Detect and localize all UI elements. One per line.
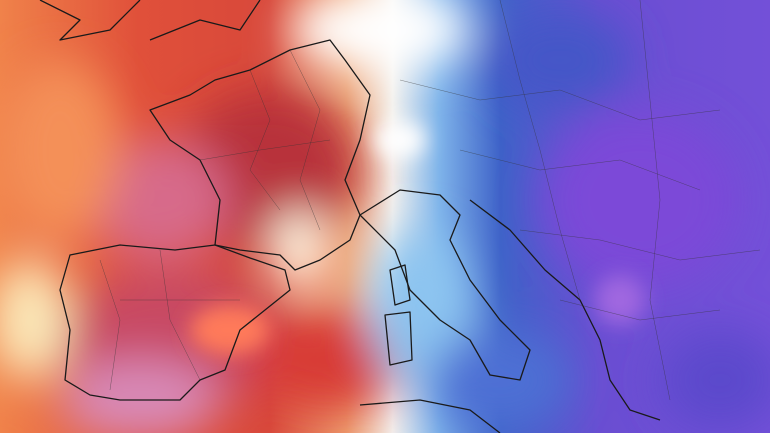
cool-zone bbox=[270, 210, 330, 290]
cold-zone bbox=[540, 110, 740, 290]
hot-spot bbox=[190, 305, 270, 355]
coastlines bbox=[39, 0, 661, 433]
cold-zone bbox=[430, 330, 570, 430]
italy-outline bbox=[359, 189, 531, 381]
warm-zone bbox=[0, 260, 70, 380]
hot-zone bbox=[90, 140, 230, 260]
balkan-coast bbox=[469, 199, 661, 421]
hot-zone bbox=[250, 310, 410, 410]
cold-zone bbox=[660, 330, 770, 430]
region-borders bbox=[199, 49, 331, 231]
country-borders bbox=[399, 0, 761, 401]
detail-field bbox=[190, 122, 645, 355]
cold-zone bbox=[490, 10, 630, 110]
africa-coast bbox=[359, 399, 501, 433]
iberia-outline bbox=[59, 244, 291, 401]
britain-outline bbox=[39, 0, 261, 41]
region-borders bbox=[99, 249, 240, 391]
hot-zone bbox=[60, 360, 220, 433]
warm-zone bbox=[0, 60, 120, 240]
borders bbox=[99, 0, 761, 401]
cold-spot bbox=[595, 275, 645, 325]
cool-zone bbox=[290, 0, 470, 70]
islands-outline bbox=[384, 264, 413, 366]
cool-spot bbox=[375, 122, 425, 158]
